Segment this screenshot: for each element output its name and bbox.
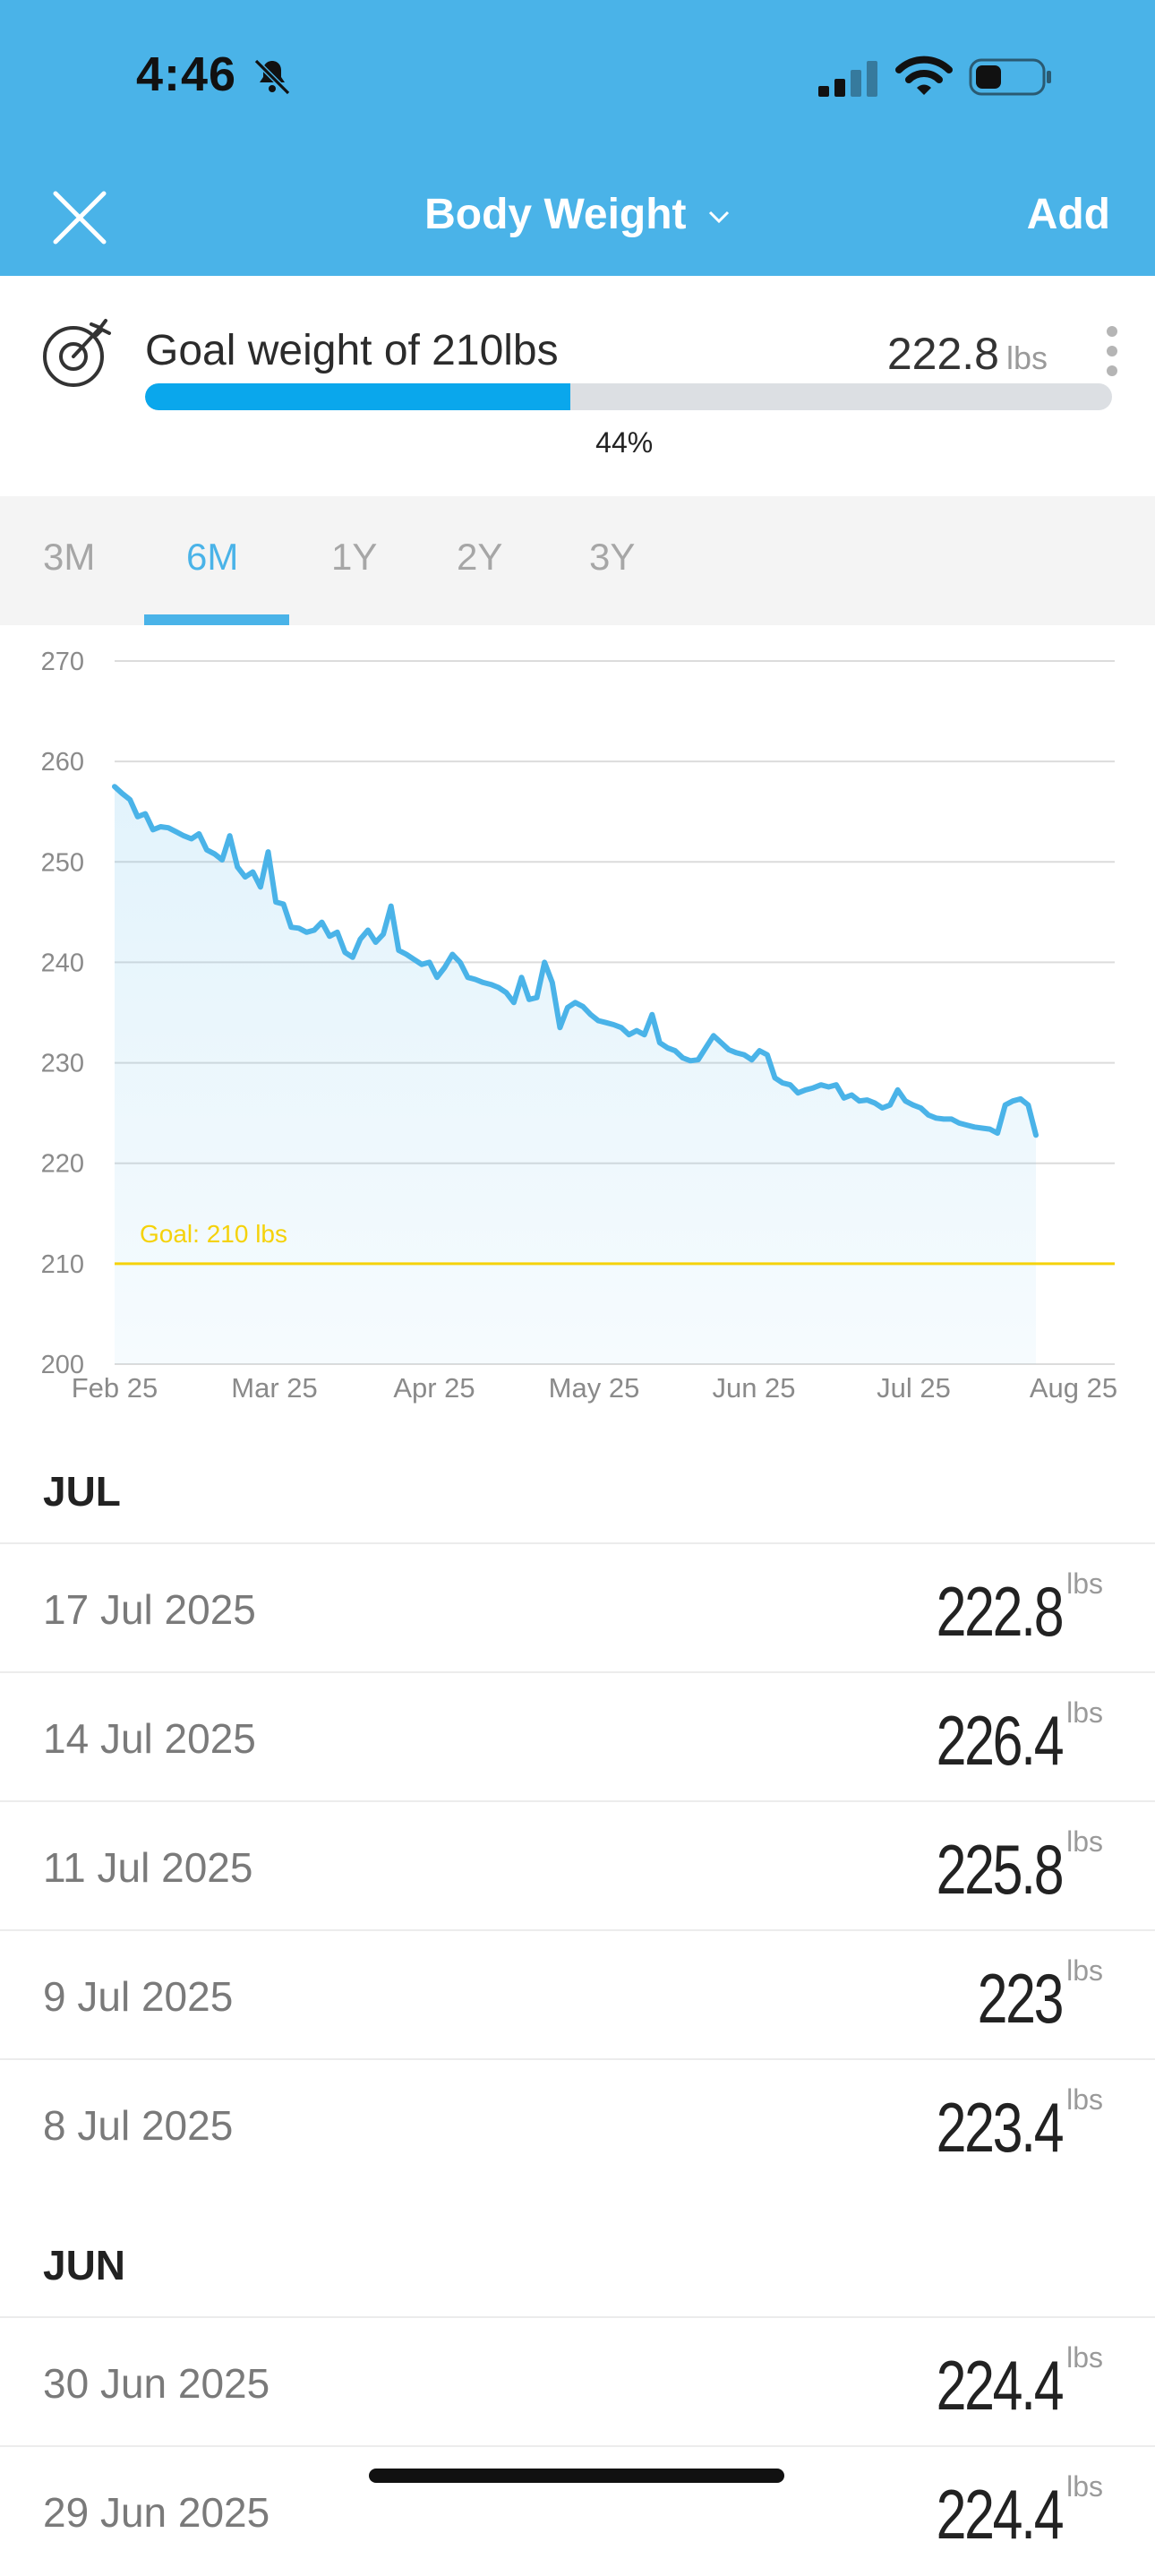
- weight-area: [115, 786, 1036, 1364]
- nav-title: Body Weight: [424, 191, 687, 238]
- y-tick-label: 200: [41, 1351, 84, 1379]
- entry-unit: lbs: [1066, 2083, 1103, 2116]
- weight-entry-row[interactable]: 9 Jul 2025 223 lbs: [0, 1929, 1155, 2060]
- chevron-down-icon: [708, 211, 729, 224]
- entry-unit: lbs: [1066, 1696, 1103, 1729]
- entry-date: 9 Jul 2025: [43, 1973, 234, 2020]
- goal-progress-bar: [145, 383, 1112, 410]
- range-tabs: 3M 6M 1Y 2Y 3Y: [0, 496, 1155, 625]
- goal-target-icon: [43, 319, 111, 387]
- weight-entry-row[interactable]: 30 Jun 2025 224.4 lbs: [0, 2316, 1155, 2447]
- goal-line-label: Goal: 210 lbs: [140, 1220, 287, 1248]
- month-header: JUL: [43, 1468, 121, 1515]
- entry-date: 8 Jul 2025: [43, 2102, 234, 2149]
- x-tick-label: Feb 25: [72, 1372, 158, 1404]
- top-bar: 4:46 Body Weight Add: [0, 0, 1155, 276]
- entry-value: 224.4: [936, 2346, 1064, 2425]
- entry-unit: lbs: [1066, 2470, 1103, 2503]
- entry-date: 30 Jun 2025: [43, 2360, 270, 2407]
- weight-entry-row[interactable]: 11 Jul 2025 225.8 lbs: [0, 1800, 1155, 1931]
- current-weight-value: 222.8: [886, 329, 999, 379]
- tab-3m[interactable]: 3M: [43, 536, 96, 578]
- status-time: 4:46: [136, 47, 237, 101]
- current-weight: 222.8 lbs: [887, 328, 1048, 380]
- entry-value: 222.8: [936, 1572, 1064, 1651]
- weight-entry-row[interactable]: 29 Jun 2025 224.4 lbs: [0, 2445, 1155, 2576]
- entry-value: 224.4: [936, 2475, 1064, 2554]
- goal-progress-fill: [145, 383, 571, 410]
- y-tick-label: 240: [41, 949, 84, 977]
- tab-2y[interactable]: 2Y: [457, 536, 503, 578]
- entry-value: 223.4: [936, 2088, 1064, 2167]
- entry-date: 29 Jun 2025: [43, 2489, 270, 2536]
- x-tick-label: Mar 25: [231, 1372, 317, 1404]
- home-indicator: [369, 2469, 784, 2483]
- wifi-icon: [895, 56, 953, 95]
- tab-1y[interactable]: 1Y: [331, 536, 378, 578]
- close-icon[interactable]: [52, 190, 107, 245]
- weight-entry-row[interactable]: 17 Jul 2025 222.8 lbs: [0, 1542, 1155, 1673]
- entry-date: 17 Jul 2025: [43, 1586, 256, 1633]
- y-tick-label: 270: [41, 648, 84, 676]
- x-tick-label: Jun 25: [712, 1372, 795, 1404]
- entry-date: 11 Jul 2025: [43, 1844, 253, 1891]
- x-tick-label: Aug 25: [1030, 1372, 1117, 1404]
- entry-value: 226.4: [936, 1701, 1064, 1780]
- more-options-icon[interactable]: [1107, 326, 1119, 382]
- y-tick-label: 250: [41, 848, 84, 877]
- y-tick-label: 260: [41, 748, 84, 777]
- entry-unit: lbs: [1066, 2341, 1103, 2374]
- tab-6m[interactable]: 6M: [186, 536, 239, 578]
- current-weight-unit: lbs: [1005, 339, 1048, 376]
- metric-selector[interactable]: Body Weight: [0, 190, 1155, 239]
- weight-chart[interactable]: Goal: 210 lbs 270 260 250 240 230 220 210 200Fe…: [0, 625, 1155, 1413]
- entry-unit: lbs: [1066, 1567, 1103, 1600]
- goal-progress-label: 44%: [595, 426, 654, 459]
- entry-value: 225.8: [936, 1830, 1064, 1909]
- weight-entry-row[interactable]: 8 Jul 2025 223.4 lbs: [0, 2058, 1155, 2189]
- bell-muted-icon: [253, 58, 291, 96]
- active-tab-indicator: [144, 614, 289, 625]
- x-tick-label: May 25: [549, 1372, 640, 1404]
- x-tick-label: Jul 25: [877, 1372, 951, 1404]
- goal-card[interactable]: Goal weight of 210lbs 222.8 lbs 44%: [0, 276, 1155, 496]
- battery-icon: [969, 58, 1051, 96]
- month-header: JUN: [43, 2242, 126, 2288]
- y-tick-label: 210: [41, 1250, 84, 1279]
- tab-3y[interactable]: 3Y: [589, 536, 636, 578]
- entry-unit: lbs: [1066, 1954, 1103, 1987]
- weight-entry-row[interactable]: 14 Jul 2025 226.4 lbs: [0, 1671, 1155, 1802]
- entry-unit: lbs: [1066, 1825, 1103, 1858]
- cellular-signal-icon: [818, 61, 877, 97]
- entry-date: 14 Jul 2025: [43, 1715, 256, 1762]
- entry-value: 223: [977, 1959, 1065, 2038]
- goal-title: Goal weight of 210lbs: [145, 327, 559, 374]
- weight-series-line: [112, 784, 1039, 1138]
- x-tick-label: Apr 25: [393, 1372, 475, 1404]
- y-tick-label: 220: [41, 1150, 84, 1179]
- add-button[interactable]: Add: [1026, 191, 1110, 238]
- y-tick-label: 230: [41, 1050, 84, 1078]
